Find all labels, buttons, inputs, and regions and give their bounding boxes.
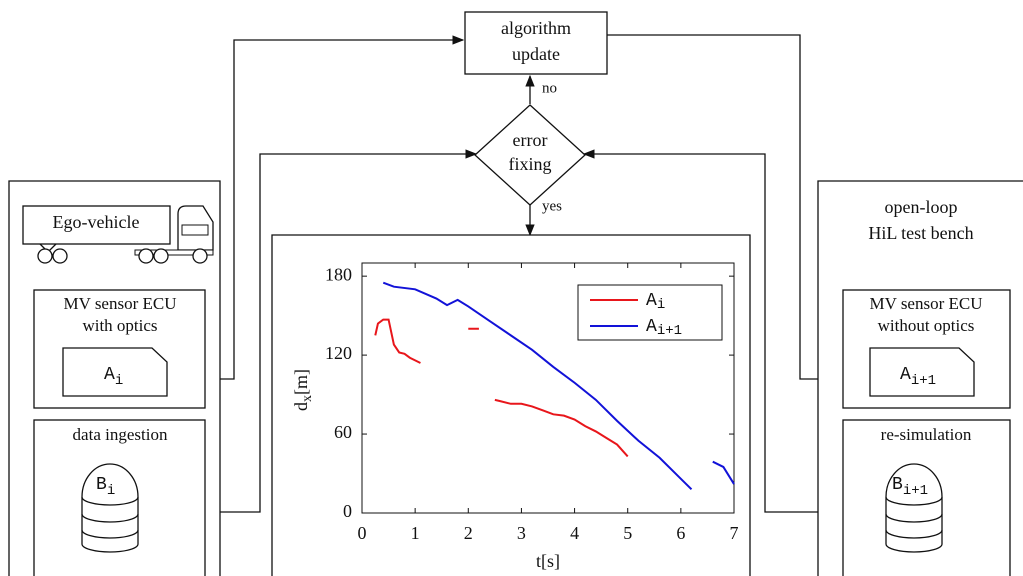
x-tick-label: 2 [464, 523, 473, 543]
file-base: A [900, 365, 911, 385]
db-sub: i+1 [903, 483, 928, 499]
y-label-unit: [m] [291, 369, 311, 395]
db-label: Bi [96, 475, 115, 499]
legend-base: A [646, 317, 657, 337]
vehicle-label: Ego-vehicle [53, 212, 140, 232]
y-label-base: d [291, 402, 311, 411]
legend-base: A [646, 291, 657, 311]
decision-label: error [513, 130, 548, 150]
x-tick-label: 4 [570, 523, 579, 543]
update-label: algorithm [501, 18, 571, 38]
update-box [464, 11, 608, 75]
ecu-label: MV sensor ECU [869, 294, 982, 313]
branch-label: yes [542, 198, 562, 214]
file-base: A [104, 365, 115, 385]
x-tick-label: 0 [358, 523, 367, 543]
ecu-label: with optics [82, 316, 157, 335]
storage-label: re-simulation [881, 425, 972, 444]
legend-box [577, 284, 723, 341]
y-tick-label: 0 [343, 501, 352, 521]
file-sub: i+1 [911, 373, 936, 389]
database-icon [81, 463, 139, 553]
storage-label: data ingestion [73, 425, 168, 444]
y-axis-label: dx[m] [291, 369, 315, 411]
db-sub: i [107, 483, 115, 499]
truck [22, 205, 214, 264]
x-tick-label: 5 [623, 523, 632, 543]
y-tick-label: 60 [334, 422, 352, 442]
decision-label: fixing [509, 154, 552, 174]
legend-label: Ai [646, 291, 665, 313]
y-label-sub: x [300, 395, 315, 402]
db-label: Bi+1 [892, 475, 928, 499]
db-base: B [892, 475, 903, 495]
branch-label: no [542, 80, 557, 96]
db-base: B [96, 475, 107, 495]
bench-title: HiL test bench [868, 223, 973, 243]
legend-sub: i [657, 297, 665, 313]
legend-sub: i+1 [657, 323, 682, 339]
x-axis-label: t[s] [536, 551, 560, 571]
data-line [374, 318, 629, 458]
decision [474, 104, 586, 206]
x-tick-label: 1 [411, 523, 420, 543]
legend-label: Ai+1 [646, 317, 682, 339]
ecu-label: MV sensor ECU [63, 294, 176, 313]
file-label: Ai+1 [900, 365, 936, 389]
file-label: Ai [104, 365, 123, 389]
file-icon [62, 347, 168, 397]
file-icon [869, 347, 975, 397]
x-tick-label: 6 [676, 523, 685, 543]
file-sub: i [115, 373, 123, 389]
ecu-label: without optics [878, 316, 975, 335]
x-tick-label: 7 [730, 523, 739, 543]
bench-title: open-loop [885, 197, 958, 217]
data-line [382, 281, 735, 491]
y-tick-label: 120 [325, 343, 352, 363]
update-label: update [512, 44, 560, 64]
plot-frame [361, 262, 735, 514]
y-tick-label: 180 [325, 264, 352, 284]
x-tick-label: 3 [517, 523, 526, 543]
